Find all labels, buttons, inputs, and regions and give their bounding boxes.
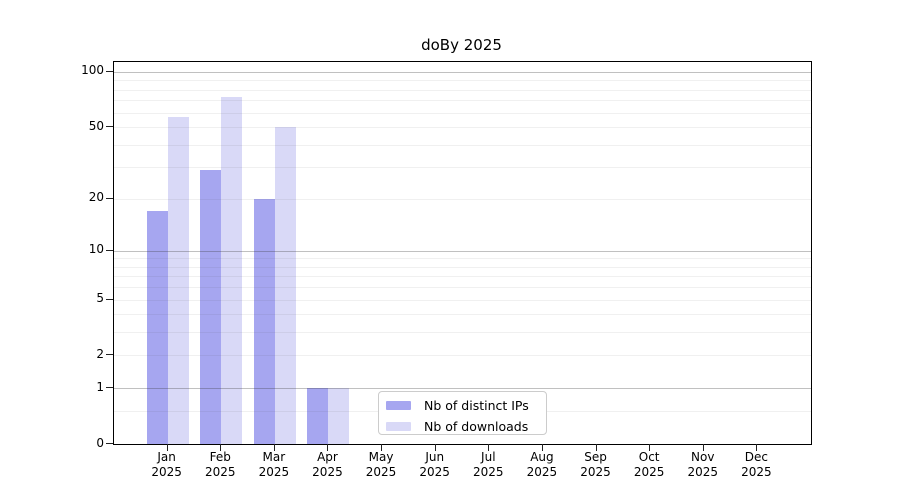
- legend-label-downloads: Nb of downloads: [424, 419, 529, 434]
- x-tick-oct: [649, 444, 651, 451]
- y-tick-50: [106, 126, 113, 128]
- y-tick-1: [106, 387, 113, 389]
- y-tick-label-0: 0: [96, 435, 104, 450]
- y-tick-5: [106, 298, 113, 300]
- bar-nb-of-downloads-feb: [221, 97, 243, 444]
- x-tick-jan: [166, 444, 168, 451]
- x-tick-label-jan: Jan 2025: [151, 450, 182, 479]
- bars-layer: [114, 62, 811, 444]
- bar-nb-of-downloads-apr: [328, 388, 350, 444]
- x-tick-aug: [541, 444, 543, 451]
- x-tick-sep: [595, 444, 597, 451]
- x-tick-jul: [488, 444, 490, 451]
- bar-nb-of-distinct-ips-feb: [200, 169, 222, 444]
- y-tick-0: [106, 443, 113, 444]
- x-tick-apr: [327, 444, 329, 451]
- bar-nb-of-downloads-mar: [274, 127, 296, 444]
- x-tick-label-mar: Mar 2025: [258, 450, 290, 479]
- x-tick-mar: [273, 444, 275, 451]
- y-tick-label-10: 10: [88, 242, 104, 257]
- y-tick-10: [106, 249, 113, 251]
- y-tick-label-50: 50: [88, 118, 104, 133]
- bar-nb-of-distinct-ips-apr: [307, 388, 329, 444]
- y-tick-label-1: 1: [96, 379, 104, 394]
- bar-nb-of-downloads-jan: [167, 116, 189, 444]
- y-tick-20: [106, 197, 113, 199]
- y-tick-2: [106, 354, 113, 356]
- chart-title: doBy 2025: [421, 36, 502, 54]
- y-tick-label-5: 5: [96, 291, 104, 306]
- x-tick-dec: [756, 444, 758, 451]
- plot-area: [113, 61, 812, 445]
- legend-item-downloads: Nb of downloads: [386, 418, 546, 435]
- x-tick-label-may: May 2025: [365, 450, 397, 479]
- x-tick-label-jul: Jul 2025: [473, 450, 504, 479]
- x-tick-feb: [220, 444, 222, 451]
- x-tick-label-feb: Feb 2025: [204, 450, 236, 479]
- bar-nb-of-distinct-ips-jan: [146, 211, 168, 444]
- x-tick-label-jun: Jun 2025: [419, 450, 450, 479]
- y-tick-label-20: 20: [88, 190, 104, 205]
- x-tick-may: [381, 444, 383, 451]
- x-tick-label-apr: Apr 2025: [312, 450, 343, 479]
- x-tick-label-nov: Nov 2025: [687, 450, 719, 479]
- y-tick-100: [106, 70, 113, 72]
- legend: Nb of distinct IPs Nb of downloads: [378, 391, 547, 435]
- x-tick-label-oct: Oct 2025: [633, 450, 665, 479]
- x-tick-label-dec: Dec 2025: [741, 450, 772, 479]
- x-tick-nov: [702, 444, 704, 451]
- legend-item-distinct-ips: Nb of distinct IPs: [386, 397, 546, 414]
- legend-swatch-downloads: [386, 422, 411, 431]
- legend-swatch-distinct-ips: [386, 401, 411, 410]
- x-tick-label-sep: Sep 2025: [580, 450, 611, 479]
- x-tick-jun: [434, 444, 436, 451]
- legend-label-distinct-ips: Nb of distinct IPs: [424, 398, 529, 413]
- y-tick-label-100: 100: [81, 63, 104, 78]
- bar-nb-of-distinct-ips-mar: [253, 198, 275, 444]
- y-tick-label-2: 2: [96, 346, 104, 361]
- x-tick-label-aug: Aug 2025: [526, 450, 558, 479]
